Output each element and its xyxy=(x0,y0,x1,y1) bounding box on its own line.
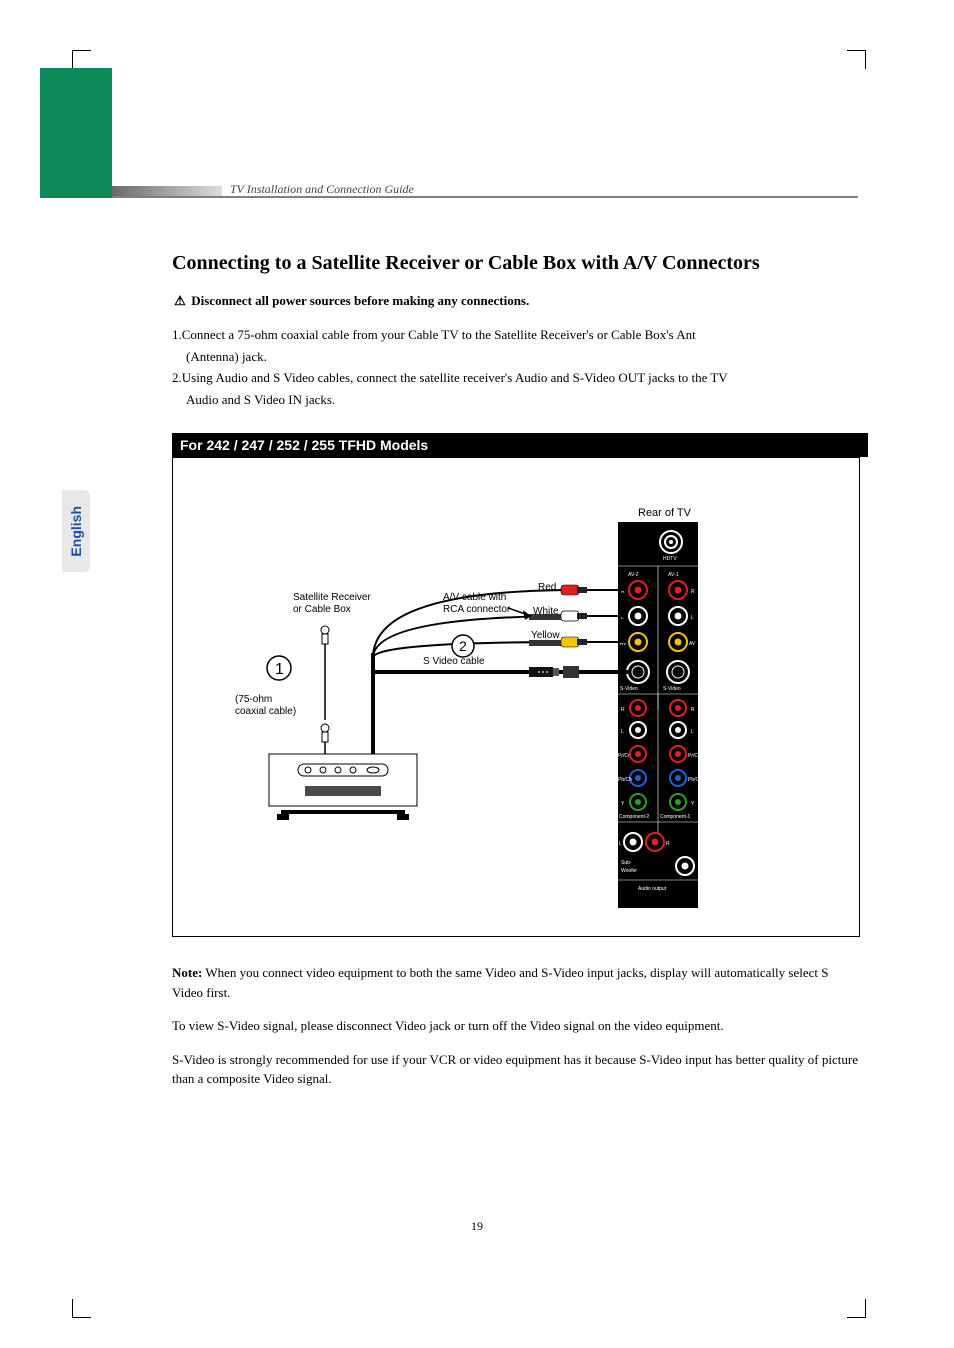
crop-mark xyxy=(72,50,91,69)
svg-text:R: R xyxy=(691,589,695,595)
step-1-number: 1 xyxy=(275,661,284,678)
connection-diagram: Rear of TV HDTV AV-2 AV-1 R R xyxy=(172,457,860,937)
green-accent-bar xyxy=(40,68,112,198)
yellow-label: Yellow xyxy=(531,630,560,641)
av-cable-label-2: RCA connector xyxy=(443,604,511,615)
svg-text:Component-1: Component-1 xyxy=(660,814,691,820)
svg-text:L: L xyxy=(619,841,622,847)
notes: Note: When you connect video equipment t… xyxy=(172,963,862,1089)
warning-icon: ⚠ xyxy=(172,293,188,309)
step-2-line-2: Audio and S Video IN jacks. xyxy=(172,390,862,410)
step-2-number: 2 xyxy=(459,638,467,654)
page-title: Connecting to a Satellite Receiver or Ca… xyxy=(172,252,862,275)
av2-label: AV-2 xyxy=(628,572,639,578)
language-label: English xyxy=(68,506,84,557)
svg-text:Pr/Cr: Pr/Cr xyxy=(618,753,630,759)
header-rule xyxy=(112,196,858,198)
crop-mark xyxy=(72,1299,91,1318)
warning-text: Disconnect all power sources before maki… xyxy=(191,293,529,308)
rear-of-tv-label: Rear of TV xyxy=(638,507,692,519)
note-2: To view S-Video signal, please disconnec… xyxy=(172,1016,862,1036)
crop-mark xyxy=(847,1299,866,1318)
note-label: Note: xyxy=(172,965,202,980)
sat-label-2: or Cable Box xyxy=(293,604,351,615)
step-1-line-1: 1.Connect a 75-ohm coaxial cable from yo… xyxy=(172,325,862,345)
svg-text:AV: AV xyxy=(689,641,696,647)
note-1: When you connect video equipment to both… xyxy=(172,965,829,1000)
svg-text:R: R xyxy=(621,707,625,713)
step-2-line-1: 2.Using Audio and S Video cables, connec… xyxy=(172,368,862,388)
svg-text:L: L xyxy=(691,615,694,621)
language-tab: English xyxy=(62,490,90,572)
svg-text:Sub-: Sub- xyxy=(621,860,632,866)
crop-mark xyxy=(847,50,866,69)
svg-text:Component-2: Component-2 xyxy=(619,814,650,820)
svg-text:S-Video: S-Video xyxy=(663,686,681,692)
svg-text:S-Video: S-Video xyxy=(620,686,638,692)
running-title: TV Installation and Connection Guide xyxy=(230,182,414,197)
svg-text:L: L xyxy=(691,729,694,735)
svg-text:Pr/Cr: Pr/Cr xyxy=(688,753,700,759)
svg-text:Audio output: Audio output xyxy=(638,886,667,892)
page: TV Installation and Connection Guide Eng… xyxy=(0,0,954,1348)
warning-line: ⚠ Disconnect all power sources before ma… xyxy=(172,293,862,309)
step-1-line-2: (Antenna) jack. xyxy=(172,347,862,367)
steps-list: 1.Connect a 75-ohm coaxial cable from yo… xyxy=(172,325,862,409)
coax-label-2: coaxial cable) xyxy=(235,706,296,717)
svg-text:L: L xyxy=(621,729,624,735)
coax-label-1: (75-ohm xyxy=(235,694,272,705)
sat-label-1: Satellite Receiver xyxy=(293,592,371,603)
svg-text:Pb/Cb: Pb/Cb xyxy=(688,777,702,783)
svg-text:Pb/Cb: Pb/Cb xyxy=(618,777,632,783)
model-bar: For 242 / 247 / 252 / 255 TFHD Models xyxy=(172,433,868,457)
svg-text:Woofer: Woofer xyxy=(621,868,637,874)
content: Connecting to a Satellite Receiver or Ca… xyxy=(172,252,862,1103)
av1-label: AV-1 xyxy=(668,572,679,578)
svideo-cable-label: S Video cable xyxy=(423,656,485,667)
hdtv-label: HDTV xyxy=(663,556,677,562)
svg-text:R: R xyxy=(691,707,695,713)
svg-text:R: R xyxy=(666,841,670,847)
note-3: S-Video is strongly recommended for use … xyxy=(172,1050,862,1089)
header-gradient xyxy=(112,186,222,196)
page-number: 19 xyxy=(0,1219,954,1234)
